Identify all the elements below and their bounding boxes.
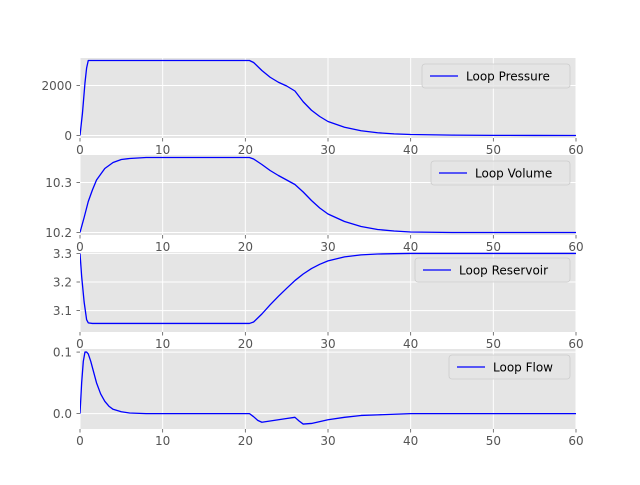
subplot-4: 0 10 20 30 40 50 60 0.0 0.1 Loop Flow bbox=[53, 346, 584, 448]
x-tick-label: 40 bbox=[403, 143, 418, 157]
x-tick-label: 0 bbox=[76, 434, 84, 448]
legend-label: Loop Pressure bbox=[466, 70, 550, 84]
series-line-loop-volume bbox=[80, 156, 576, 234]
x-tick-label: 0 bbox=[76, 143, 84, 157]
x-tick-label: 40 bbox=[403, 240, 418, 254]
x-tick-label: 30 bbox=[320, 240, 335, 254]
x-tick-label: 30 bbox=[320, 337, 335, 351]
subplot-3: 0 10 20 30 40 50 60 3.1 3.2 3.3 Loop Reservoir bbox=[53, 247, 584, 351]
x-tick-label: 60 bbox=[568, 337, 583, 351]
x-tick-label: 50 bbox=[486, 337, 501, 351]
legend: Loop Reservoir bbox=[414, 257, 571, 283]
x-tick-label: 50 bbox=[486, 143, 501, 157]
legend: Loop Flow bbox=[448, 354, 571, 380]
x-tick-label: 20 bbox=[238, 434, 253, 448]
x-tick-label: 10 bbox=[155, 434, 170, 448]
legend-label: Loop Reservoir bbox=[459, 264, 548, 278]
y-tick-label: 0 bbox=[64, 129, 72, 143]
x-tick-label: 50 bbox=[486, 240, 501, 254]
x-tick-label: 60 bbox=[568, 240, 583, 254]
x-tick-label: 30 bbox=[320, 434, 335, 448]
x-tick-label: 10 bbox=[155, 337, 170, 351]
x-tick-label: 30 bbox=[320, 143, 335, 157]
x-tick-label: 40 bbox=[403, 434, 418, 448]
y-tick-label: 3.1 bbox=[53, 304, 72, 318]
subplot-2: 0 10 20 30 40 50 60 10.2 10.3 Loop Volume bbox=[45, 155, 584, 254]
series-line-loop-reservoir bbox=[80, 252, 576, 325]
y-tick-label: 3.3 bbox=[53, 247, 72, 261]
y-tick-label: 3.2 bbox=[53, 276, 72, 290]
y-tick-label: 10.3 bbox=[45, 176, 72, 190]
legend-label: Loop Flow bbox=[493, 361, 553, 375]
legend-box bbox=[430, 160, 571, 186]
legend-box bbox=[448, 354, 571, 380]
series-line-loop-pressure bbox=[80, 59, 576, 137]
y-tick-label: 0.1 bbox=[53, 346, 72, 360]
x-tick-label: 60 bbox=[568, 434, 583, 448]
x-tick-label: 40 bbox=[403, 337, 418, 351]
x-tick-label: 0 bbox=[76, 337, 84, 351]
x-tick-label: 50 bbox=[486, 434, 501, 448]
series-line-loop-flow bbox=[80, 351, 576, 425]
x-tick-label: 20 bbox=[238, 143, 253, 157]
subplot-1: 0 10 20 30 40 50 60 0 2000 Loop Pressure bbox=[41, 58, 584, 157]
y-tick-label: 2000 bbox=[41, 79, 72, 93]
x-tick-label: 20 bbox=[238, 240, 253, 254]
y-tick-label: 10.2 bbox=[45, 226, 72, 240]
x-tick-label: 10 bbox=[155, 143, 170, 157]
legend-box bbox=[421, 63, 571, 89]
x-tick-label: 0 bbox=[76, 240, 84, 254]
legend-label: Loop Volume bbox=[475, 167, 552, 181]
legend: Loop Volume bbox=[430, 160, 571, 186]
legend-box bbox=[414, 257, 571, 283]
y-tick-label: 0.0 bbox=[53, 407, 72, 421]
legend: Loop Pressure bbox=[421, 63, 571, 89]
x-tick-label: 60 bbox=[568, 143, 583, 157]
x-tick-label: 10 bbox=[155, 240, 170, 254]
x-tick-label: 20 bbox=[238, 337, 253, 351]
